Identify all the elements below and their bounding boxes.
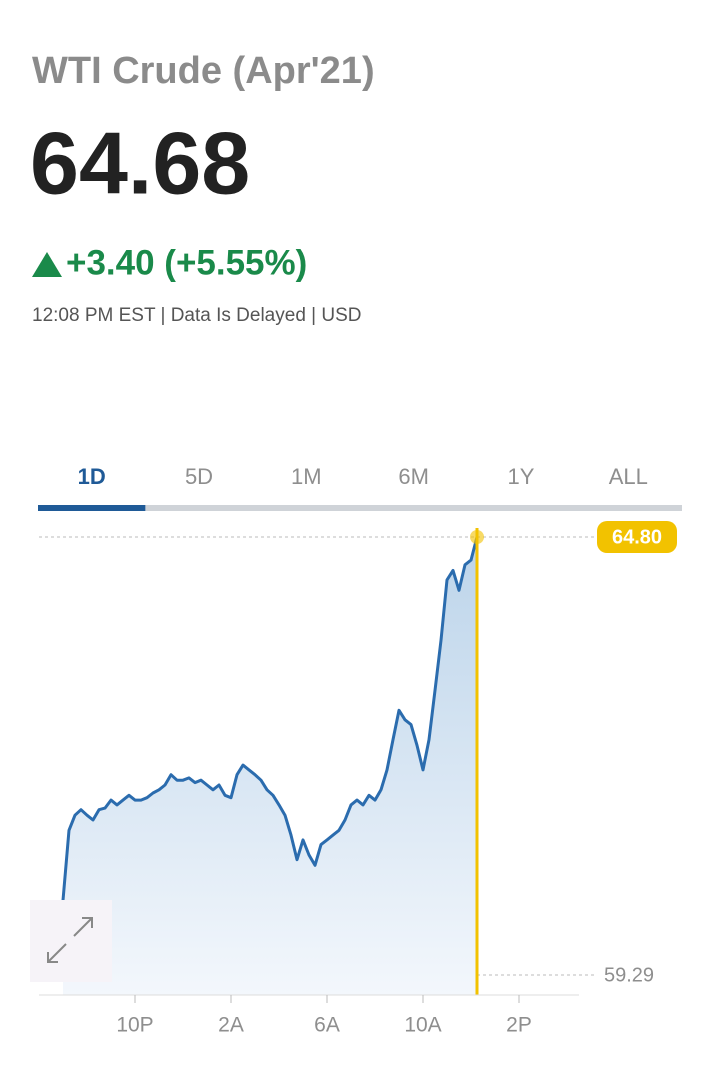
- tab[interactable]: 1D: [78, 464, 106, 489]
- expand-icon[interactable]: [30, 900, 112, 982]
- change: +3.40 (+5.55%): [66, 243, 307, 282]
- up-arrow: [32, 252, 62, 277]
- chart: 59.29 64.80 10P 2A 6A 10A 2P: [39, 521, 677, 1037]
- x-tick-label: 10A: [404, 1014, 441, 1037]
- tab[interactable]: 1M: [291, 464, 322, 489]
- area: [63, 537, 477, 995]
- tabs: 1D 5D 1M 6M 1Y ALL: [38, 464, 682, 511]
- price-line: [61, 536, 479, 901]
- price: 64.68: [30, 113, 250, 212]
- price-badge: [597, 521, 677, 553]
- y-tick-label: 59.29: [604, 964, 654, 986]
- x-tick-label: 10P: [116, 1014, 153, 1037]
- x-tick-label: 2A: [218, 1014, 244, 1037]
- expand-button[interactable]: [30, 900, 112, 982]
- x-tick-label: 2P: [506, 1014, 532, 1037]
- tab[interactable]: ALL: [609, 464, 648, 489]
- cursor-dot: [470, 530, 484, 544]
- tab[interactable]: 6M: [398, 464, 429, 489]
- x-tick-label: 6A: [314, 1014, 340, 1037]
- tab[interactable]: 5D: [185, 464, 213, 489]
- expand-glyph: [47, 917, 93, 963]
- y-tick-label: 64.80: [612, 526, 662, 548]
- tab[interactable]: 1Y: [508, 464, 535, 489]
- title: WTI Crude (Apr'21): [32, 50, 375, 92]
- info: 12:08 PM EST | Data Is Delayed | USD: [32, 305, 362, 326]
